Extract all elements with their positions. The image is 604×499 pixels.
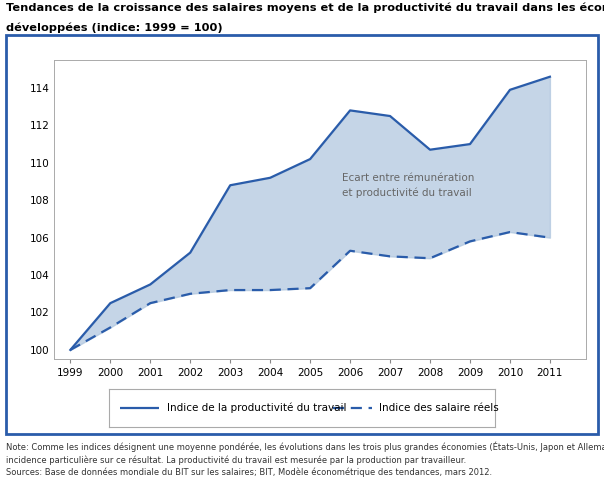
Text: Indice des salaire réels: Indice des salaire réels [379,403,499,413]
Text: Tendances de la croissance des salaires moyens et de la productivité du travail : Tendances de la croissance des salaires … [6,2,604,13]
Text: développées (indice: 1999 = 100): développées (indice: 1999 = 100) [6,22,223,33]
Text: Note: Comme les indices désignent une moyenne pondérée, les évolutions dans les : Note: Comme les indices désignent une mo… [6,442,604,477]
Text: Ecart entre rémunération
et productivité du travail: Ecart entre rémunération et productivité… [342,173,475,198]
Text: Indice de la productivité du travail: Indice de la productivité du travail [167,403,346,413]
